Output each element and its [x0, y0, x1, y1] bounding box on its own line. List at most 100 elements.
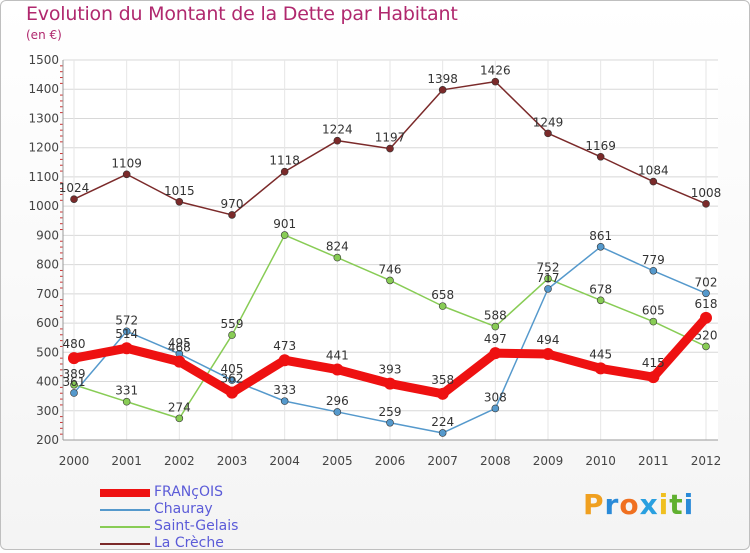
data-point-saint-gelais: [175, 414, 184, 423]
y-tick-label: 400: [36, 375, 59, 389]
data-label-la-cr-che: 1024: [59, 181, 90, 195]
data-point-la-cr-che: [438, 86, 447, 94]
data-point-saint-gelais: [702, 342, 710, 351]
x-tick-label: 2003: [217, 454, 248, 468]
data-point-la-cr-che: [122, 170, 131, 179]
y-tick-label: 200: [36, 433, 59, 447]
data-point-fran-ois: [226, 386, 238, 399]
chart-subtitle: (en €): [26, 28, 62, 42]
data-point-fran-ois: [384, 377, 396, 390]
logo-letter: i: [683, 488, 695, 521]
data-point-la-cr-che: [702, 200, 710, 208]
data-label-chauray: 572: [115, 313, 138, 327]
legend: FRANçOIS Chauray Saint-Gelais La Crèche: [100, 484, 300, 553]
y-tick-label: 1500: [28, 53, 59, 67]
data-label-saint-gelais: 559: [221, 317, 244, 331]
data-point-la-cr-che: [333, 136, 342, 145]
data-point-la-cr-che: [386, 144, 394, 153]
y-tick-label: 800: [36, 258, 59, 272]
data-point-saint-gelais: [438, 302, 447, 310]
legend-swatch-francois: [100, 489, 150, 497]
data-point-saint-gelais: [491, 322, 500, 331]
logo-letter: t: [669, 488, 684, 521]
data-point-saint-gelais: [228, 331, 236, 339]
data-point-saint-gelais: [596, 296, 605, 305]
legend-label-francois: FRANçOIS: [154, 484, 223, 500]
data-point-chauray: [333, 408, 342, 416]
y-tick-label: 1400: [28, 82, 59, 96]
logo-letter: P: [583, 488, 605, 521]
logo-letter: x: [639, 488, 659, 521]
data-label-la-cr-che: 1224: [322, 123, 353, 137]
data-label-fran-ois: 497: [484, 332, 507, 346]
data-label-la-cr-che: 1015: [164, 184, 195, 198]
data-label-chauray: 702: [695, 275, 718, 289]
data-label-chauray: 495: [168, 336, 191, 350]
data-label-saint-gelais: 588: [484, 309, 507, 323]
data-label-la-cr-che: 1249: [533, 115, 564, 129]
data-label-saint-gelais: 746: [379, 262, 402, 276]
data-point-fran-ois: [700, 311, 712, 324]
data-point-chauray: [596, 242, 605, 251]
chart-title: Evolution du Montant de la Dette par Hab…: [26, 3, 458, 25]
data-label-saint-gelais: 901: [273, 217, 296, 231]
x-tick-label: 2007: [427, 454, 458, 468]
data-point-la-cr-che: [280, 167, 289, 176]
legend-label-la-creche: La Crèche: [154, 535, 224, 551]
y-tick-label: 1000: [28, 199, 59, 213]
data-point-chauray: [649, 266, 658, 275]
data-point-chauray: [438, 429, 447, 437]
data-label-saint-gelais: 331: [115, 384, 138, 398]
data-point-chauray: [228, 376, 236, 384]
data-label-saint-gelais: 752: [537, 261, 560, 275]
data-label-la-cr-che: 1426: [480, 64, 511, 78]
data-point-chauray: [386, 418, 394, 427]
data-point-chauray: [491, 404, 500, 413]
data-point-chauray: [280, 397, 289, 405]
data-point-saint-gelais: [386, 276, 394, 285]
data-label-saint-gelais: 605: [642, 304, 665, 318]
data-point-la-cr-che: [596, 152, 605, 161]
logo-letter: i: [658, 488, 670, 521]
proxiti-logo: Proxiti: [583, 488, 694, 521]
legend-item-saint-gelais: Saint-Gelais: [100, 518, 300, 536]
y-tick-label: 500: [36, 345, 59, 359]
data-label-fran-ois: 362: [221, 372, 244, 386]
data-point-saint-gelais: [122, 397, 131, 406]
data-point-la-cr-che: [491, 77, 500, 86]
x-tick-label: 2008: [480, 454, 511, 468]
data-label-saint-gelais: 520: [695, 328, 718, 342]
y-tick-label: 1200: [28, 141, 59, 155]
data-point-fran-ois: [120, 342, 133, 355]
data-label-chauray: 259: [379, 405, 402, 419]
y-tick-label: 1100: [28, 170, 59, 184]
legend-item-chauray: Chauray: [100, 501, 300, 519]
logo-letter: o: [619, 488, 640, 521]
data-point-fran-ois: [173, 355, 186, 368]
data-label-chauray: 333: [273, 383, 296, 397]
y-tick-label: 300: [36, 404, 59, 418]
data-label-saint-gelais: 658: [431, 288, 454, 302]
data-point-fran-ois: [489, 347, 502, 360]
x-tick-label: 2010: [585, 454, 616, 468]
data-label-fran-ois: 358: [431, 373, 454, 387]
legend-item-francois: FRANçOIS: [100, 484, 300, 502]
x-tick-label: 2012: [691, 454, 722, 468]
data-label-saint-gelais: 678: [589, 282, 612, 296]
data-point-saint-gelais: [333, 253, 342, 262]
data-point-saint-gelais: [544, 274, 552, 283]
data-label-fran-ois: 441: [326, 349, 349, 363]
data-point-saint-gelais: [70, 380, 78, 389]
data-point-chauray: [702, 289, 710, 298]
y-tick-label: 600: [36, 316, 59, 330]
data-point-fran-ois: [68, 352, 80, 365]
data-point-chauray: [122, 327, 131, 336]
legend-swatch-la-creche: [100, 543, 150, 545]
data-label-la-cr-che: 1197: [375, 131, 406, 145]
data-point-la-cr-che: [228, 211, 236, 219]
legend-label-chauray: Chauray: [154, 501, 213, 517]
data-label-fran-ois: 468: [168, 341, 191, 355]
data-point-fran-ois: [331, 363, 344, 376]
data-label-saint-gelais: 389: [63, 367, 86, 381]
